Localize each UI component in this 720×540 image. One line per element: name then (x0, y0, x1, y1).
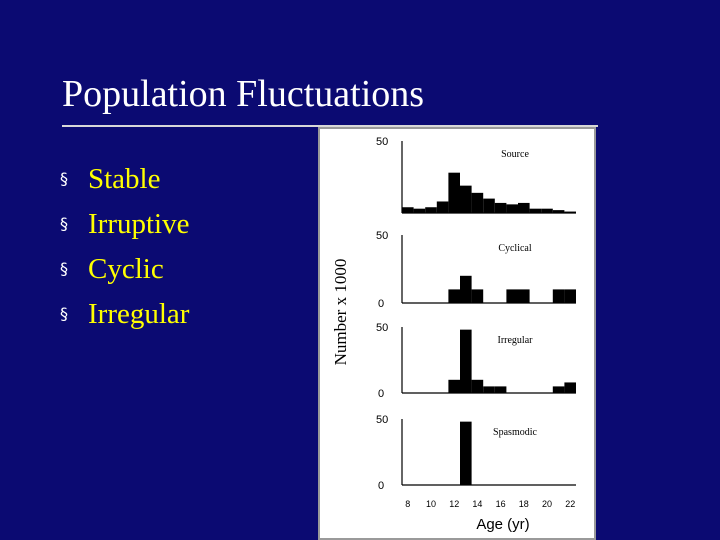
y-tick-label: 50 (376, 230, 388, 242)
y-tick-label: 50 (376, 322, 388, 334)
bullet-item-stable: § Stable (60, 163, 189, 208)
histogram-bar (529, 208, 542, 213)
histogram-bar (436, 201, 449, 213)
histogram-bar (460, 185, 472, 213)
panel-name-label: Cyclical (498, 243, 532, 254)
histogram-bar (552, 289, 565, 303)
histogram-bar (494, 202, 507, 213)
x-tick-label: 8 (405, 499, 410, 509)
histogram-bar (448, 379, 460, 393)
histogram-bar (460, 329, 472, 393)
x-tick-label: 18 (519, 499, 529, 509)
x-axis-label: Age (yr) (476, 516, 529, 533)
histogram-bar (483, 198, 495, 213)
x-tick-label: 12 (449, 499, 459, 509)
histogram-bar (564, 382, 576, 393)
panel-name-label: Source (501, 149, 529, 160)
bullet-item-irregular: § Irregular (60, 298, 189, 343)
x-tick-label: 16 (496, 499, 506, 509)
population-chart-figure: Number x 1000 Age (yr) 50 Source 50 0 Cyclic… (318, 127, 596, 540)
histogram-bar (506, 289, 518, 303)
bullet-item-cyclic: § Cyclic (60, 253, 189, 298)
y-tick-label: 50 (376, 414, 388, 426)
bullet-text: Irruptive (88, 208, 190, 240)
histogram-bar (541, 208, 553, 213)
histogram-bar (518, 289, 530, 303)
histogram-bar (448, 289, 460, 303)
bullet-marker-icon: § (60, 304, 68, 323)
x-tick-label: 20 (542, 499, 552, 509)
histogram-bar (552, 386, 565, 393)
histogram-bar (402, 207, 414, 213)
y-tick-label: 0 (378, 298, 384, 310)
bullet-text: Stable (88, 163, 161, 195)
y-tick-label: 0 (378, 388, 384, 400)
x-tick-label: 14 (472, 499, 482, 509)
histogram-bar (471, 379, 484, 393)
x-tick-label: 22 (565, 499, 575, 509)
histogram-bar (425, 207, 437, 213)
histogram-bar (483, 386, 495, 393)
histogram-bar (460, 275, 472, 303)
population-chart: Number x 1000 Age (yr) 50 Source 50 0 Cyclic… (331, 136, 576, 533)
bullet-marker-icon: § (60, 169, 68, 188)
histogram-bar (506, 204, 518, 213)
histogram-bar (518, 202, 530, 213)
histogram-bar (564, 289, 576, 303)
bullet-text: Cyclic (88, 253, 164, 285)
bullet-item-irruptive: § Irruptive (60, 208, 189, 253)
title-underline (62, 125, 598, 127)
histogram-bar (564, 211, 576, 213)
panel-name-label: Spasmodic (493, 427, 537, 438)
histogram-bar (494, 386, 507, 393)
histogram-bar (413, 208, 426, 213)
histogram-bar (460, 421, 472, 485)
histogram-bar (448, 172, 460, 213)
histogram-bar (471, 289, 484, 303)
bullet-marker-icon: § (60, 214, 68, 233)
bullet-list: § Stable § Irruptive § Cyclic § Irregula… (60, 163, 189, 343)
bullet-text: Irregular (88, 298, 190, 330)
slide-title: Population Fluctuations (62, 73, 425, 115)
panel-name-label: Irregular (498, 335, 534, 346)
y-tick-label: 0 (378, 480, 384, 492)
y-tick-label: 50 (376, 136, 388, 148)
bullet-marker-icon: § (60, 259, 68, 278)
histogram-bar (552, 210, 565, 213)
x-tick-label: 10 (426, 499, 436, 509)
y-axis-label: Number x 1000 (331, 259, 350, 366)
histogram-bar (471, 192, 484, 213)
